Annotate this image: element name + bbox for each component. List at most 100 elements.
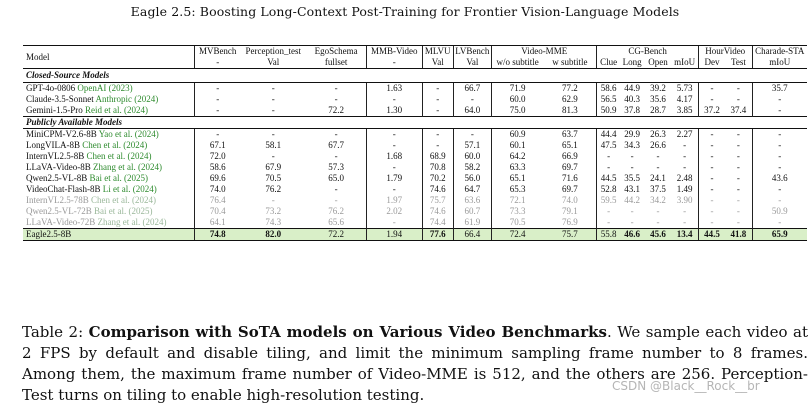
table-cell: 35.5	[624, 173, 640, 183]
table-cell: -	[683, 162, 687, 172]
table-row: InternVL2.5-78B Chen et al. (2024) 76.4- -…	[23, 195, 807, 206]
table-cell: 55.8	[596, 228, 620, 241]
table-cell: 50.9	[596, 105, 620, 117]
caption-lead: Table 2:	[22, 323, 89, 341]
table-cell: 77.6	[421, 228, 454, 241]
table-cell: 76.9	[561, 217, 578, 227]
table-cell: 70.4	[194, 206, 241, 217]
table-cell: 34.3	[624, 140, 640, 150]
model-citation-link[interactable]: Chen et al. (2024)	[91, 195, 156, 205]
table-cell: -	[365, 162, 423, 173]
table-cell: 74.8	[194, 228, 241, 241]
table-cell: 59.5	[596, 195, 620, 206]
table-cell: 69.6	[194, 173, 241, 184]
col-header-mmbvideo: MMB-Video	[365, 45, 423, 57]
table-cell: -	[751, 184, 807, 195]
model-cell: GPT-4o-0806 OpenAI (2023)	[23, 83, 195, 95]
table-cell: 3.85	[676, 105, 693, 115]
table-cell: 57.3	[328, 162, 344, 172]
col-header-charade: Charade-STA	[751, 45, 807, 57]
model-citation-link[interactable]: Bai et al. (2025)	[94, 206, 153, 216]
model-name: InternVL2.5-8B	[26, 151, 85, 161]
table-cell: 47.5	[596, 140, 620, 151]
model-citation-link[interactable]: Chen et al. (2024)	[86, 151, 152, 161]
table-cell: 13.4	[671, 228, 699, 241]
table-cell: 64.1	[194, 217, 241, 229]
table-cell: 65.9	[751, 228, 807, 241]
model-citation-link[interactable]: OpenAI (2023)	[77, 83, 133, 93]
table-cell: -	[596, 206, 620, 217]
results-table-body: Closed-Source Models GPT-4o-0806 OpenAI …	[23, 68, 807, 241]
table-cell: 74.0	[561, 195, 578, 205]
model-cell: Qwen2.5-VL-8B Bai et al. (2025)	[23, 173, 195, 184]
table-cell: -	[421, 94, 454, 105]
table-row: LLaVA-Video-8B Zhang et al. (2024) 58.6 67…	[23, 162, 807, 173]
table-cell: 69.7	[561, 184, 578, 194]
table-cell: 67.7	[328, 140, 344, 150]
table-cell: -	[697, 82, 726, 94]
table-cell: 64.2	[490, 151, 544, 162]
model-citation-link[interactable]: Li et al. (2024)	[102, 184, 157, 194]
table-cell: -	[751, 140, 807, 151]
table-caption: Table 2: Comparison with SoTA models on …	[22, 322, 808, 406]
paper-running-header: Eagle 2.5: Boosting Long-Context Post-Tr…	[130, 4, 680, 19]
table-cell: -	[736, 129, 740, 139]
table-cell: 67.1	[194, 140, 241, 151]
table-cell: 37.4	[730, 105, 747, 115]
table-cell: 37.5	[650, 184, 666, 194]
table-cell: 65.0	[328, 173, 344, 183]
table-cell: 1.68	[365, 151, 423, 162]
table-cell: 60.1	[490, 140, 544, 151]
table-cell: 58.6	[194, 162, 241, 173]
table-cell: -	[683, 151, 687, 161]
table-cell: 72.4	[490, 228, 544, 241]
model-citation-link[interactable]: Reid et al. (2024)	[85, 105, 148, 115]
table-cell: 29.9	[624, 129, 640, 139]
model-citation-link[interactable]: Anthropic (2024)	[95, 94, 159, 104]
col-header-mlvu: MLVU	[421, 45, 454, 57]
table-cell: -	[194, 128, 241, 140]
table-cell: 1.63	[365, 82, 423, 94]
table-cell: -	[365, 217, 423, 229]
table-cell: 74.6	[421, 184, 454, 195]
table-cell: 62.9	[561, 94, 578, 104]
table-cell: 26.6	[650, 140, 666, 150]
section-label-closed: Closed-Source Models	[23, 68, 807, 83]
table-cell: 44.2	[624, 195, 640, 205]
model-citation-link[interactable]: Chen et al. (2024)	[82, 140, 148, 150]
model-cell: LongVILA-8B Chen et al. (2024)	[23, 140, 195, 151]
subheader-charade-miou: mIoU	[751, 57, 807, 69]
table-cell: -	[697, 162, 726, 173]
table-cell: 73.3	[490, 206, 544, 217]
table-cell: 50.9	[751, 206, 807, 217]
table-row: VideoChat-Flash-8B Li et al. (2024) 74.0 7…	[23, 184, 807, 195]
table-row: LongVILA-8B Chen et al. (2024) 67.1 58.1 67…	[23, 140, 807, 151]
table-cell: -	[736, 184, 740, 194]
model-name: Gemini-1.5-Pro	[26, 105, 83, 115]
table-cell: 26.3	[650, 129, 666, 139]
table-cell: 81.3	[561, 105, 578, 115]
table-cell: 37.2	[697, 105, 726, 117]
table-cell: -	[736, 206, 740, 216]
col-header-model: Model	[23, 45, 195, 69]
model-citation-link[interactable]: Zhang et al. (2024)	[93, 162, 163, 172]
table-cell: 70.8	[421, 162, 454, 173]
table-cell: -	[697, 184, 726, 195]
model-citation-link[interactable]: Zhang et al. (2024)	[97, 217, 167, 227]
table-cell: -	[697, 217, 726, 229]
table-cell: 66.9	[561, 151, 578, 161]
subheader-perception: Val	[240, 57, 307, 69]
model-citation-link[interactable]: Bai et al. (2025)	[89, 173, 148, 183]
table-cell: 75.7	[421, 195, 454, 206]
model-citation-link[interactable]: Yao et al. (2024)	[98, 129, 159, 139]
table-cell: 40.3	[624, 94, 640, 104]
model-cell: LLaVA-Video-72B Zhang et al. (2024)	[23, 217, 195, 229]
table-cell: 58.6	[596, 82, 620, 94]
model-name: Qwen2.5-VL-72B	[26, 206, 92, 216]
table-cell: -	[365, 140, 423, 151]
table-cell: -	[697, 206, 726, 217]
table-cell: 37.8	[624, 105, 640, 115]
table-cell: -	[452, 128, 492, 140]
col-header-perception: Perception_test	[240, 45, 307, 57]
model-name: InternVL2.5-78B	[26, 195, 89, 205]
